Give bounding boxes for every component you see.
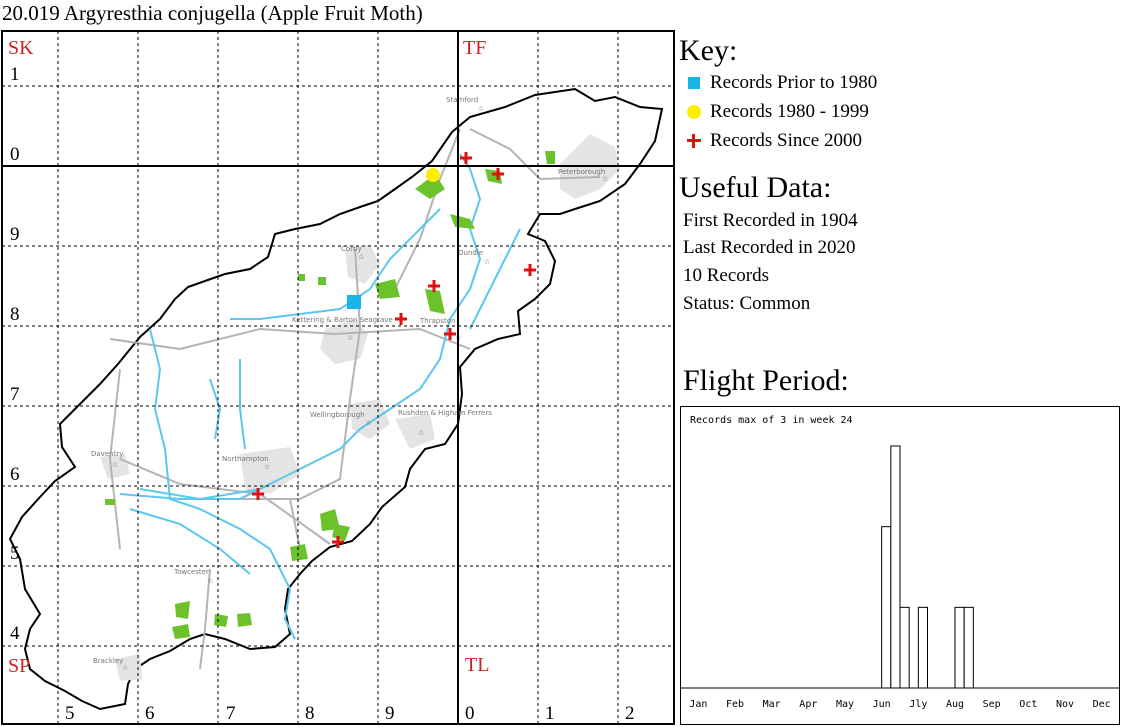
- month-label: Dec: [1093, 699, 1111, 710]
- rivers: [119, 153, 521, 640]
- month-label: May: [836, 699, 854, 710]
- flight-period-chart: Records max of 3 in week 24 Jan Feb Mar Apr…: [680, 406, 1120, 725]
- month-label: Sep: [983, 699, 1001, 710]
- place-label: Kettering & Barton Seagrave: [292, 316, 393, 324]
- grid-square-boundaries: [1, 30, 675, 725]
- status: Status: Common: [683, 293, 811, 314]
- easting-label: 6: [145, 703, 155, 724]
- month-label: Apr: [799, 699, 817, 710]
- svg-text:☆: ☆: [264, 463, 270, 471]
- place-label: Oundle: [458, 249, 483, 257]
- month-label: Mar: [763, 699, 781, 710]
- place-label: Brackley: [93, 657, 123, 665]
- month-label: Feb: [726, 699, 744, 710]
- grid-lines: [2, 31, 674, 723]
- month-label: Jun: [873, 699, 891, 710]
- svg-text:☆: ☆: [365, 419, 371, 427]
- blue-square-icon: [686, 75, 702, 91]
- key-title: Key:: [679, 34, 738, 67]
- page-title: 20.019 Argyresthia conjugella (Apple Fru…: [2, 1, 423, 25]
- place-label: Towcester: [173, 568, 209, 576]
- place-label: Daventry: [91, 450, 123, 458]
- distribution-map: ☆ ☆ ☆ ☆ ☆ ☆ ☆ ☆ ☆ ☆ ☆ ☆ Stamford Peterbo…: [1, 30, 675, 725]
- northing-label: 9: [10, 224, 20, 245]
- easting-label: 1: [545, 703, 555, 724]
- northing-label: 6: [10, 464, 20, 485]
- place-label: Rushden & Higham Ferrers: [398, 409, 492, 417]
- county-outline: [8, 87, 664, 711]
- flight-bar: [917, 606, 928, 689]
- key-item-since-2000: Records Since 2000: [686, 130, 862, 152]
- flight-bar: [881, 526, 892, 689]
- record-prior-1980-marker: [347, 295, 361, 309]
- grid-square-label: SK: [8, 37, 34, 59]
- flight-bar: [954, 606, 965, 689]
- grid-square-label: TL: [465, 654, 489, 676]
- svg-text:☆: ☆: [418, 429, 424, 437]
- record-1980-1999-marker: [426, 168, 440, 182]
- flight-period-title: Flight Period:: [683, 364, 849, 397]
- svg-text:☆: ☆: [207, 577, 213, 585]
- month-label: Oct: [1019, 699, 1037, 710]
- month-label: Jly: [909, 699, 927, 710]
- record-since-2000-marker: [428, 280, 440, 292]
- record-since-2000-marker: [492, 168, 504, 180]
- place-label: Thrapston: [419, 317, 455, 325]
- grid-square-label: SP: [8, 655, 30, 677]
- svg-text:☆: ☆: [112, 461, 118, 469]
- month-label: Aug: [946, 699, 964, 710]
- record-since-2000-marker: [444, 328, 456, 340]
- record-since-2000-marker: [524, 264, 536, 276]
- key-label: Records Since 2000: [710, 130, 862, 151]
- place-label: Stamford: [446, 96, 478, 104]
- easting-label: 7: [226, 703, 236, 724]
- easting-label: 5: [65, 703, 75, 724]
- flight-bar: [899, 606, 910, 689]
- easting-label: 9: [385, 703, 395, 724]
- northing-label: 0: [10, 144, 20, 165]
- record-since-2000-marker: [395, 313, 407, 325]
- month-label: Nov: [1056, 699, 1074, 710]
- last-recorded: Last Recorded in 2020: [683, 237, 856, 258]
- first-recorded: First Recorded in 1904: [683, 210, 858, 231]
- grid-square-label: TF: [463, 37, 486, 59]
- northing-label: 8: [10, 304, 20, 325]
- northing-label: 7: [10, 384, 20, 405]
- svg-text:☆: ☆: [484, 258, 490, 266]
- easting-label: 8: [305, 703, 315, 724]
- record-since-2000-marker: [460, 152, 472, 164]
- key-item-prior-1980: Records Prior to 1980: [686, 72, 877, 94]
- red-cross-icon: [686, 133, 702, 149]
- northing-label: 1: [10, 64, 20, 85]
- place-label: Northampton: [222, 455, 269, 463]
- place-label: Peterborough: [558, 168, 605, 176]
- month-label: Jan: [689, 699, 707, 710]
- useful-data-title: Useful Data:: [679, 171, 832, 204]
- place-labels: Stamford Peterborough Corby Oundle Kette…: [91, 96, 605, 665]
- northing-label: 4: [10, 623, 20, 644]
- svg-text:☆: ☆: [602, 175, 608, 183]
- chart-annotation: Records max of 3 in week 24: [690, 415, 853, 426]
- svg-text:☆: ☆: [122, 664, 128, 672]
- record-since-2000-marker: [252, 488, 264, 500]
- record-count: 10 Records: [683, 265, 770, 286]
- yellow-dot-icon: [686, 104, 702, 120]
- woodland: [105, 151, 555, 639]
- record-since-2000-marker: [332, 536, 344, 548]
- easting-label: 0: [465, 703, 475, 724]
- northing-label: 5: [10, 543, 20, 564]
- svg-text:☆: ☆: [347, 334, 353, 342]
- svg-text:☆: ☆: [478, 105, 484, 113]
- record-markers: [252, 152, 536, 548]
- place-label: Corby: [341, 245, 362, 253]
- key-label: Records Prior to 1980: [710, 72, 878, 93]
- flight-bar: [890, 445, 901, 689]
- svg-text:☆: ☆: [358, 253, 364, 261]
- flight-bar: [963, 606, 974, 689]
- place-label: Wellingborough: [310, 411, 365, 419]
- key-label: Records 1980 - 1999: [710, 101, 869, 122]
- key-item-1980-1999: Records 1980 - 1999: [686, 101, 869, 123]
- easting-label: 2: [625, 703, 635, 724]
